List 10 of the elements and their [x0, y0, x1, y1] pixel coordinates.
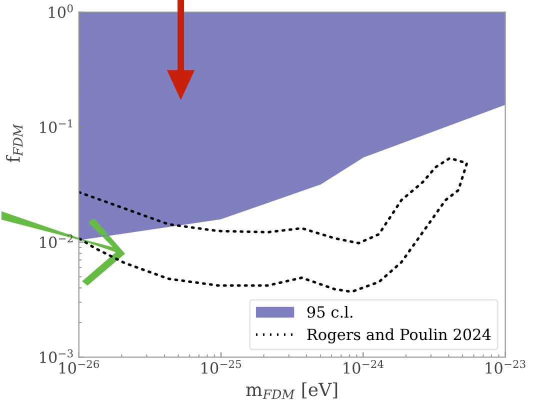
y-axis-title: f$_{FDM}$ [6, 124, 23, 162]
x-axis-title: m$_{FDM}$ [eV] [246, 382, 338, 399]
legend-label: Rogers and Poulin 2024 [307, 328, 491, 344]
x-tick-label: 10$^{−23}$ [486, 360, 526, 374]
y-tick-label: 10$^{0}$ [49, 4, 73, 18]
y-tick-label: 10$^{−2}$ [40, 234, 73, 248]
x-tick-label: 10$^{−24}$ [344, 360, 384, 374]
x-tick-label: 10$^{−25}$ [202, 360, 242, 374]
y-tick-label: 10$^{−1}$ [40, 119, 72, 134]
legend-label: 95 c.l. [307, 306, 352, 318]
